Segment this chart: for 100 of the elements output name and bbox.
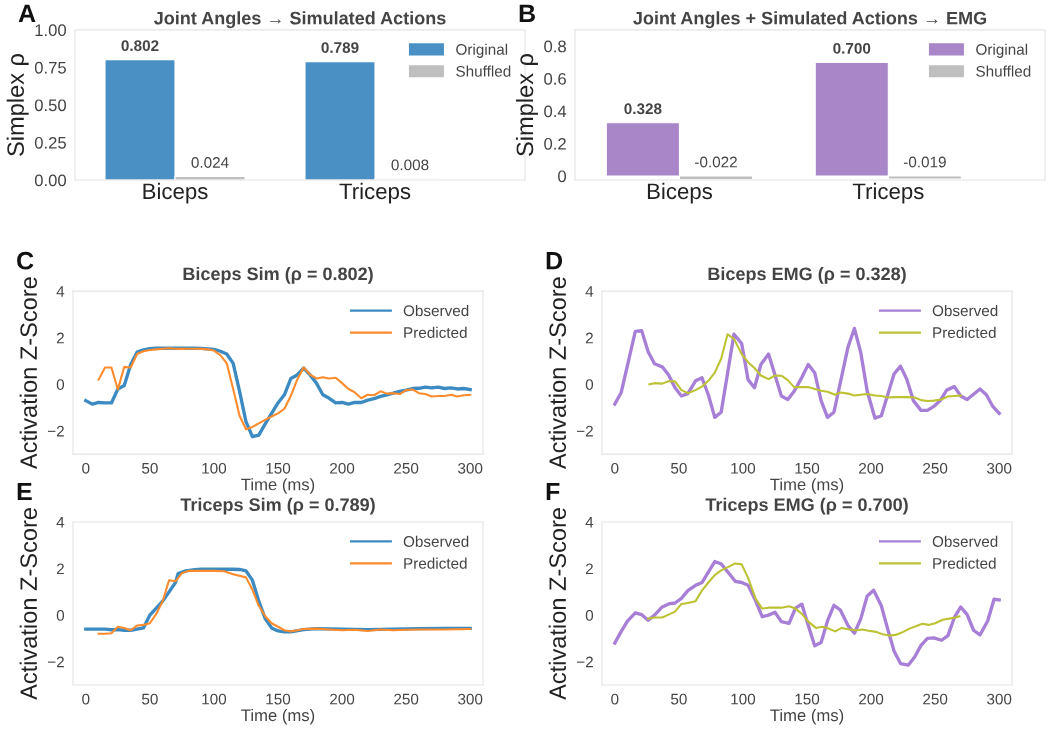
legend-label: Original — [456, 43, 508, 58]
legend-label: Shuffled — [456, 65, 511, 77]
x-tick-label: 100 — [731, 693, 756, 705]
y-tick-label: 0.8 — [544, 40, 566, 53]
x-tick-label: 50 — [670, 693, 687, 705]
legend-label: Predicted — [933, 326, 996, 339]
legend-label: Predicted — [933, 557, 996, 569]
y-tick-label: 0.50 — [34, 99, 67, 112]
x-tick-label: 0 — [82, 693, 90, 705]
y-tick-label: −2 — [577, 656, 593, 668]
data-label: 0.802 — [121, 40, 159, 52]
data-label: -0.019 — [903, 156, 946, 168]
data-label: 0.789 — [321, 42, 359, 53]
y-tick-label: −2 — [577, 425, 593, 437]
x-tick-label: 300 — [458, 462, 483, 474]
x-tick-label: Biceps — [647, 182, 712, 204]
y-tick-label: 0 — [585, 379, 594, 390]
x-tick-label: Triceps — [852, 182, 924, 204]
text: A — [18, 4, 36, 22]
chart-title: Biceps EMG (ρ = 0.328) — [708, 266, 906, 284]
y-axis-title: Activation Z-Score — [548, 508, 567, 700]
y-tick-label: −2 — [48, 656, 64, 668]
x-tick-label: 150 — [266, 462, 291, 474]
y-tick-label: 0.2 — [544, 137, 566, 150]
x-tick-label: Biceps — [143, 182, 208, 204]
legend-label: Shuffled — [976, 65, 1031, 77]
x-tick-label: 300 — [987, 462, 1012, 474]
data-label: 0.700 — [833, 42, 871, 54]
y-tick-label: 4 — [585, 286, 594, 297]
y-tick-label: 0 — [56, 379, 65, 390]
x-tick-label: 150 — [795, 693, 820, 705]
legend-label: Original — [976, 43, 1028, 58]
y-tick-label: 0.00 — [34, 174, 67, 187]
y-axis-title: Activation Z-Score — [19, 277, 38, 470]
x-tick-label: 250 — [394, 462, 419, 474]
x-tick-label: 100 — [731, 462, 756, 474]
x-tick-label: 250 — [923, 462, 948, 474]
x-tick-label: 50 — [141, 693, 158, 705]
line-series — [613, 559, 1001, 667]
chart-title: Biceps Sim (ρ = 0.802) — [183, 266, 373, 284]
x-tick-label: 200 — [330, 462, 355, 474]
y-tick-label: 0 — [558, 170, 567, 183]
y-tick-label: 1.00 — [35, 24, 67, 37]
data-label: -0.022 — [695, 156, 737, 168]
y-tick-label: 2 — [56, 563, 64, 575]
y-tick-label: 4 — [56, 516, 65, 528]
line-series — [613, 326, 1001, 420]
chart-title: Triceps EMG (ρ = 0.700) — [705, 497, 908, 515]
x-tick-label: 50 — [141, 462, 158, 474]
y-axis-title: Simplex ρ — [6, 53, 29, 156]
x-tick-label: 250 — [923, 693, 948, 705]
x-tick-label: 50 — [670, 462, 687, 474]
y-tick-label: 2 — [585, 332, 593, 344]
legend-label: Predicted — [404, 557, 467, 569]
text: B — [519, 4, 535, 22]
x-axis-title: Time (ms) — [241, 708, 315, 725]
x-axis-title: Time (ms) — [241, 478, 315, 494]
y-axis-title: Activation Z-Score — [19, 508, 38, 700]
y-tick-label: 2 — [585, 563, 593, 575]
legend-label: Observed — [403, 535, 469, 547]
y-axis-title: Simplex ρ — [515, 53, 538, 156]
x-tick-label: 200 — [859, 693, 884, 705]
y-tick-label: 2 — [56, 332, 64, 344]
y-tick-label: 0.4 — [544, 105, 567, 118]
data-label: 0.024 — [191, 157, 229, 168]
legend-label: Observed — [403, 304, 469, 317]
y-tick-label: 4 — [585, 516, 594, 528]
y-tick-label: 0.75 — [34, 61, 66, 74]
y-tick-label: 0.6 — [544, 73, 566, 85]
chart-title: Triceps Sim (ρ = 0.789) — [180, 497, 375, 515]
x-tick-label: 100 — [202, 462, 227, 474]
x-tick-label: 250 — [394, 693, 419, 705]
x-axis-title: Time (ms) — [770, 478, 844, 494]
x-tick-label: 150 — [795, 462, 820, 474]
y-tick-label: 0.25 — [34, 136, 66, 149]
x-tick-label: 200 — [859, 462, 884, 474]
chart-title: Joint Angles → Simulated Actions — [153, 11, 446, 29]
text: D — [546, 252, 563, 270]
legend-label: Observed — [932, 304, 998, 317]
data-label: 0.008 — [391, 159, 429, 171]
y-axis-title: Activation Z-Score — [548, 277, 567, 470]
x-tick-label: 200 — [330, 693, 355, 705]
text: F — [546, 482, 560, 501]
y-tick-label: −2 — [48, 425, 64, 437]
legend-label: Observed — [932, 535, 998, 547]
x-tick-label: 150 — [266, 693, 291, 705]
x-tick-label: 0 — [611, 693, 619, 705]
text: C — [17, 251, 34, 270]
chart-title: Joint Angles + Simulated Actions → EMG — [633, 11, 987, 29]
y-tick-label: 0 — [56, 609, 65, 621]
x-tick-label: 300 — [458, 693, 483, 705]
x-tick-label: 300 — [987, 693, 1012, 705]
data-label: 0.328 — [624, 103, 662, 115]
x-tick-label: 0 — [611, 462, 619, 474]
y-tick-label: 4 — [56, 286, 65, 297]
text: E — [17, 482, 32, 501]
x-tick-label: 0 — [82, 462, 90, 474]
legend-label: Predicted — [404, 326, 467, 339]
x-tick-label: 100 — [202, 693, 227, 705]
x-tick-label: Triceps — [339, 182, 411, 204]
